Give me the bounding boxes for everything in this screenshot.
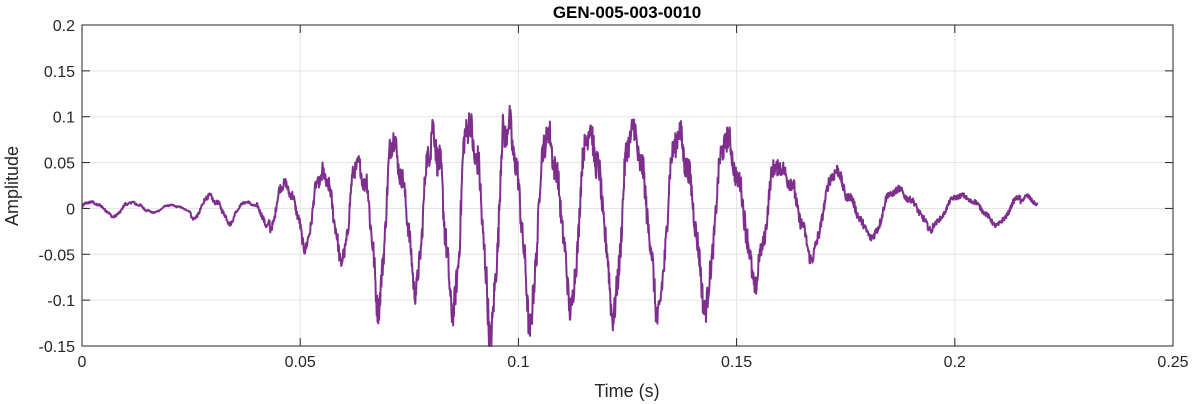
plot-frame xyxy=(81,24,1174,347)
y-axis: -0.15 -0.1 -0.05 0 0.05 0.1 0.15 0.2 xyxy=(39,18,1173,356)
y-tick-label: -0.05 xyxy=(39,247,76,264)
y-tick-label: 0.2 xyxy=(53,18,75,35)
x-tick-label: 0 xyxy=(78,354,87,371)
y-tick-label: 0.15 xyxy=(44,64,75,81)
x-tick-label: 0.25 xyxy=(1157,354,1188,371)
y-tick-label: 0.1 xyxy=(53,110,75,127)
plot-background xyxy=(82,25,1173,346)
y-axis-label: Amplitude xyxy=(2,146,22,226)
x-tick-label: 0.2 xyxy=(944,354,966,371)
y-tick-label: -0.1 xyxy=(47,293,75,310)
y-tick-label: -0.15 xyxy=(39,339,76,356)
x-tick-label: 0.15 xyxy=(721,354,752,371)
series-line xyxy=(81,104,1039,347)
x-tick-label: 0.1 xyxy=(507,354,529,371)
y-tick-label: 0 xyxy=(66,201,75,218)
series-layer xyxy=(81,104,1039,347)
x-axis-label: Time (s) xyxy=(594,381,659,401)
x-tick-label: 0.05 xyxy=(285,354,316,371)
y-tick-label: 0.05 xyxy=(44,156,75,173)
chart-title: GEN-005-003-0010 xyxy=(553,3,701,22)
x-axis: 0 0.05 0.1 0.15 0.2 0.25 xyxy=(78,25,1189,371)
